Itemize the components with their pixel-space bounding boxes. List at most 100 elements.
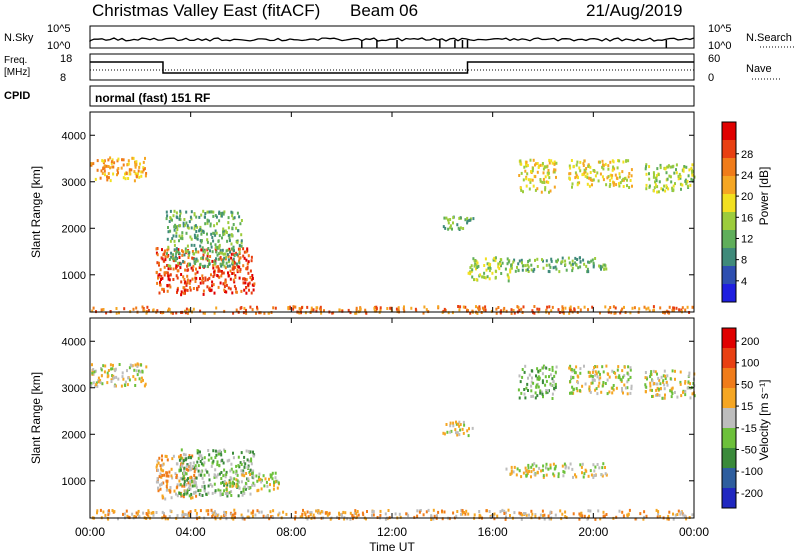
nave-tick-bottom: 0 [708,72,714,84]
velocity-colorbar-tick: 15 [741,401,753,413]
nsearch-tick-bottom: 10^0 [708,40,732,52]
power-colorbar-tick: 4 [741,276,747,288]
velocity-echo-region-6 [505,462,608,479]
freq-tick-bottom: 8 [60,72,66,84]
power-echo-region-7 [518,158,558,194]
velocity-ytick-label: 4000 [62,336,86,348]
velocity-echo-region-9 [644,369,696,400]
power-colorbar-segment [722,266,736,284]
power-colorbar-segment [722,194,736,212]
power-echo-region-3 [91,305,694,315]
velocity-colorbar: 200 100 50 15 -15 -50 -100 -200 [721,327,763,509]
power-echo-region-6 [507,256,608,274]
velocity-echo-region-7 [517,364,558,400]
nsky-panel [89,25,695,49]
power-echo-region-5 [467,256,513,283]
power-colorbar-tick: 24 [741,170,753,182]
velocity-frame [89,317,695,519]
velocity-echo-cells [90,362,696,521]
velocity-echo-region-4 [91,508,694,521]
velocity-echo-region-0 [90,362,148,388]
nsearch-tick-top: 10^5 [708,23,732,35]
station-title: Christmas Valley East (fitACF) [92,1,320,20]
velocity-colorbar-segment [722,448,736,468]
velocity-echo-region-2 [178,448,256,498]
power-colorbar-tick: 28 [741,149,753,161]
velocity-heatmap-panel: 1000 2000 3000 4000 Slant Range [km] [29,317,696,521]
cpid-panel [89,85,695,107]
velocity-colorbar-segment [722,328,736,348]
power-ytick-label: 1000 [62,270,86,282]
power-colorbar-label: Power [dB] [757,167,771,226]
nsky-trace [89,37,695,42]
velocity-colorbar-segment [722,468,736,488]
velocity-colorbar-segment [722,408,736,428]
time-axis-ticks: 00:00 04:00 08:00 12:00 16:00 20:00 00:00 [75,112,709,539]
velocity-ytick-label: 2000 [62,429,86,441]
time-tick-label: 08:00 [276,525,306,539]
power-colorbar-segment [722,212,736,230]
velocity-colorbar-tick: -50 [741,444,757,456]
nsearch-label: N.Search [746,32,792,44]
velocity-ytick-label: 1000 [62,476,86,488]
velocity-colorbar-segment [722,388,736,408]
nsky-label: N.Sky [4,32,34,44]
velocity-colorbar-tick: -100 [741,466,763,478]
power-echo-region-4 [442,215,475,231]
power-echo-cells [90,156,696,315]
velocity-colorbar-tick: 100 [741,358,759,370]
velocity-colorbar-tick: 50 [741,379,753,391]
velocity-colorbar-segment [722,368,736,388]
velocity-colorbar-segment [722,488,736,508]
time-tick-label: 16:00 [478,525,508,539]
velocity-colorbar-segment [722,348,736,368]
velocity-ylabel: Slant Range [km] [29,372,43,464]
power-ylabel: Slant Range [km] [29,166,43,258]
time-tick-label: 12:00 [377,525,407,539]
cpid-label: CPID [4,90,30,102]
time-tick-label: 04:00 [176,525,206,539]
power-colorbar-tick: 8 [741,255,747,267]
power-ytick-label: 3000 [62,177,86,189]
power-echo-region-9 [644,163,696,194]
nave-label: Nave [746,63,772,75]
power-echo-region-2 [165,209,243,268]
velocity-ytick-label: 3000 [62,383,86,395]
power-heatmap-panel: 1000 2000 3000 4000 Slant Range [km] [29,111,696,315]
freq-trace [90,61,694,74]
time-tick-label: 00:00 [679,525,709,539]
time-tick-label: 00:00 [75,525,105,539]
velocity-colorbar-tick: 200 [741,336,759,348]
power-colorbar-tick: 12 [741,233,753,245]
power-echo-region-1 [155,247,256,297]
cpid-value: normal (fast) 151 RF [95,91,210,105]
velocity-colorbar-tick: -200 [741,488,763,500]
velocity-colorbar-segment [722,428,736,448]
power-colorbar-tick: 16 [741,212,753,224]
power-colorbar-segment [722,176,736,194]
velocity-echo-region-3 [217,471,280,493]
power-echo-region-0 [90,156,148,183]
power-ytick-label: 4000 [62,130,86,142]
power-ytick-label: 2000 [62,223,86,235]
nsky-tick-top: 10^5 [47,23,71,35]
power-colorbar-segment [722,122,736,140]
freq-label-line1: Freq. [4,55,27,66]
power-y-ticks: 1000 2000 3000 4000 [62,130,694,282]
freq-label-line2: [MHz] [4,67,30,78]
velocity-echo-region-8 [568,364,633,396]
power-colorbar-segment [722,230,736,248]
power-colorbar-tick: 20 [741,191,753,203]
date-label: 21/Aug/2019 [586,1,682,20]
power-colorbar: 4 8 12 16 20 24 28 [721,121,753,303]
time-tick-label: 20:00 [578,525,608,539]
power-colorbar-segment [722,158,736,176]
nave-tick-top: 60 [708,53,720,65]
freq-tick-top: 18 [60,53,72,65]
beam-label: Beam 06 [350,1,418,20]
power-colorbar-segment [722,140,736,158]
velocity-colorbar-tick: -15 [741,423,757,435]
power-colorbar-segment [722,248,736,266]
velocity-colorbar-label: Velocity [m s⁻¹] [757,379,771,460]
